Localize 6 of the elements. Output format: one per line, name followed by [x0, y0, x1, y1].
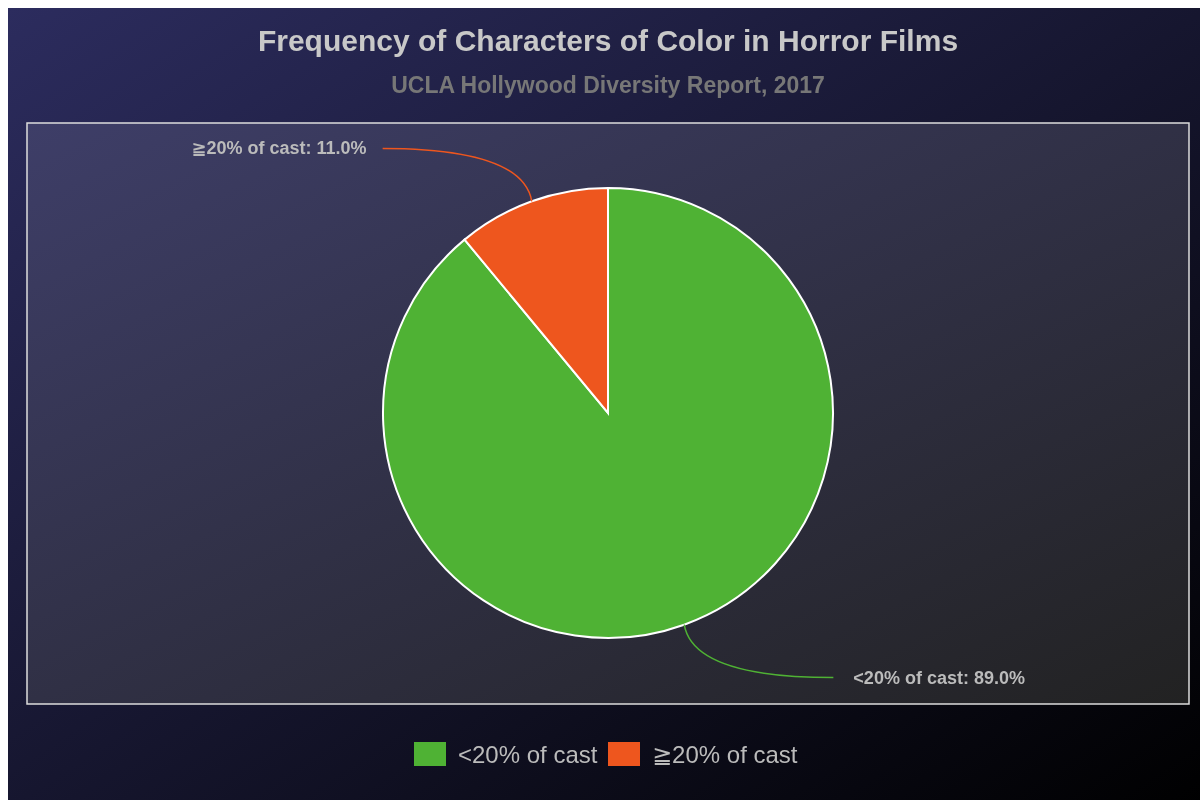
legend-label: ≧20% of cast [652, 741, 798, 768]
chart-subtitle: UCLA Hollywood Diversity Report, 2017 [391, 72, 825, 98]
data-label: <20% of cast: 89.0% [853, 667, 1025, 688]
data-label: ≧20% of cast: 11.0% [191, 138, 367, 159]
chart-title: Frequency of Characters of Color in Horror Films [257, 24, 959, 57]
slice-label: <20% of cast [458, 741, 598, 768]
